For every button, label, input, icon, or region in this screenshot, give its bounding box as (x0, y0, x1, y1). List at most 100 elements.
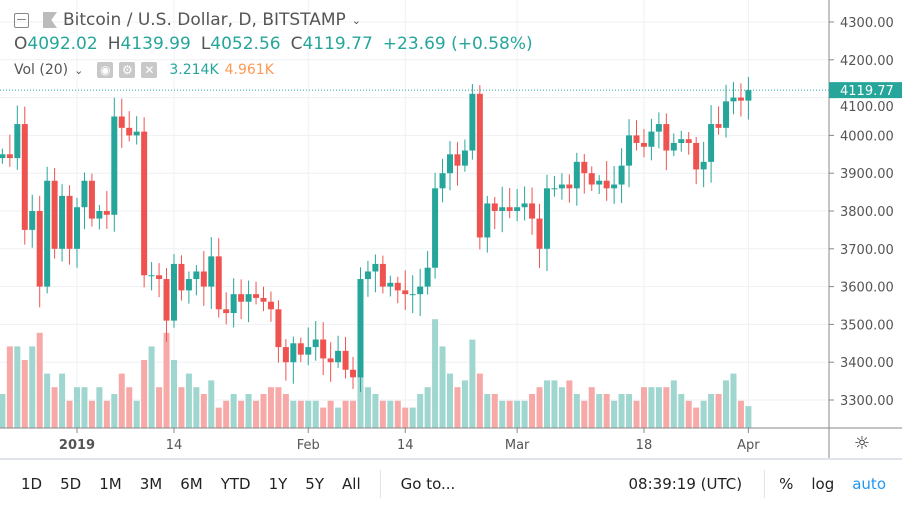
volume-bar (133, 400, 140, 428)
percent-toggle[interactable]: % (779, 475, 794, 493)
candle (417, 286, 424, 295)
candle (342, 350, 349, 370)
price-tick-label: 3600.00 (840, 281, 894, 296)
candle (118, 116, 125, 128)
volume-bar (715, 394, 722, 428)
auto-toggle[interactable]: auto (852, 475, 886, 493)
volume-bar (439, 346, 446, 428)
collapse-icon[interactable] (14, 12, 29, 28)
candle (126, 127, 133, 136)
candle (81, 180, 88, 208)
volume-bar (350, 400, 357, 428)
price-chart[interactable]: 4300.00 4200.00 4100.00 4000.00 3900.00 3800.… (0, 0, 902, 458)
volume-bar (193, 387, 200, 428)
volume-bar (238, 400, 245, 428)
change-value: +23.69 (+0.58%) (382, 34, 533, 54)
log-toggle[interactable]: log (811, 475, 835, 493)
volume-bar (148, 346, 155, 428)
volume-bar (402, 407, 409, 428)
volume-bar (163, 332, 170, 428)
volume-bar (640, 387, 647, 428)
candle (611, 184, 618, 189)
candle (648, 131, 655, 147)
candle (663, 124, 670, 151)
gear-icon[interactable]: ⚙ (119, 62, 136, 78)
candle (44, 180, 51, 287)
candle (215, 256, 222, 310)
candle (670, 142, 677, 151)
candle (476, 93, 483, 238)
range-5y[interactable]: 5Y (305, 475, 325, 493)
candle (491, 203, 498, 211)
volume-bar (663, 387, 670, 428)
candle (260, 297, 267, 302)
volume-bar (461, 380, 468, 428)
volume-bar (521, 400, 528, 428)
flag-icon[interactable] (43, 12, 57, 28)
range-6m[interactable]: 6M (180, 475, 203, 493)
candle (0, 154, 6, 159)
volume-bar (51, 387, 58, 428)
range-3m[interactable]: 3M (139, 475, 163, 493)
volume-bar (208, 380, 215, 428)
price-tick-label: 3900.00 (840, 167, 894, 182)
candle (693, 142, 700, 170)
volume-bar (357, 373, 364, 428)
volume-bar (611, 400, 618, 428)
candle (21, 124, 28, 230)
volume-bar (253, 400, 260, 428)
candle (185, 279, 192, 291)
symbol-title[interactable]: Bitcoin / U.S. Dollar, D, BITSTAMP (63, 10, 346, 30)
price-tick-label: 3400.00 (840, 356, 894, 371)
range-1d[interactable]: 1D (21, 475, 43, 493)
goto-button[interactable]: Go to... (400, 475, 456, 493)
candle (737, 97, 744, 101)
volume-bar (417, 394, 424, 428)
range-5d[interactable]: 5D (60, 475, 82, 493)
eye-icon[interactable]: ◉ (97, 62, 114, 78)
candle (51, 180, 58, 249)
price-tick-label: 3800.00 (840, 205, 894, 220)
candle (267, 301, 274, 310)
range-all[interactable]: All (342, 475, 361, 493)
chevron-down-icon[interactable]: ⌄ (351, 13, 362, 27)
volume-bar (111, 394, 118, 428)
candle (96, 211, 103, 219)
time-tick-label: 2019 (59, 438, 95, 453)
candle (230, 294, 237, 314)
candle (387, 282, 394, 287)
range-1y[interactable]: 1Y (268, 475, 288, 493)
volume-bar (708, 394, 715, 428)
candle (275, 309, 282, 348)
price-tick-label: 4000.00 (840, 129, 894, 144)
candle (245, 294, 252, 302)
range-ytd[interactable]: YTD (220, 475, 251, 493)
high-value: 4139.99 (120, 34, 191, 54)
price-tick-label: 4200.00 (840, 54, 894, 69)
volume-label[interactable]: Vol (20) (14, 62, 69, 78)
candle (626, 135, 633, 166)
volume-bar (558, 387, 565, 428)
range-1m[interactable]: 1M (99, 475, 122, 493)
volume-bar (275, 387, 282, 428)
volume-bar (230, 394, 237, 428)
candle (573, 161, 580, 189)
candle (320, 339, 327, 359)
chevron-down-icon[interactable]: ⌄ (74, 63, 84, 77)
settings-sun-icon[interactable]: ☼ (854, 433, 870, 454)
candle (88, 180, 95, 219)
volume-bar (588, 387, 595, 428)
candle (223, 309, 230, 314)
candle (461, 150, 468, 166)
candle (111, 116, 118, 215)
candle (409, 294, 416, 296)
candle (170, 263, 177, 321)
candle (66, 195, 73, 249)
price-tick-label: 4100.00 (840, 100, 894, 115)
candle (566, 184, 573, 189)
close-icon[interactable]: ✕ (141, 62, 158, 78)
volume-bar (6, 346, 13, 428)
volume-bar (551, 380, 558, 428)
volume-bar (335, 407, 342, 428)
volume-bar (745, 406, 752, 428)
